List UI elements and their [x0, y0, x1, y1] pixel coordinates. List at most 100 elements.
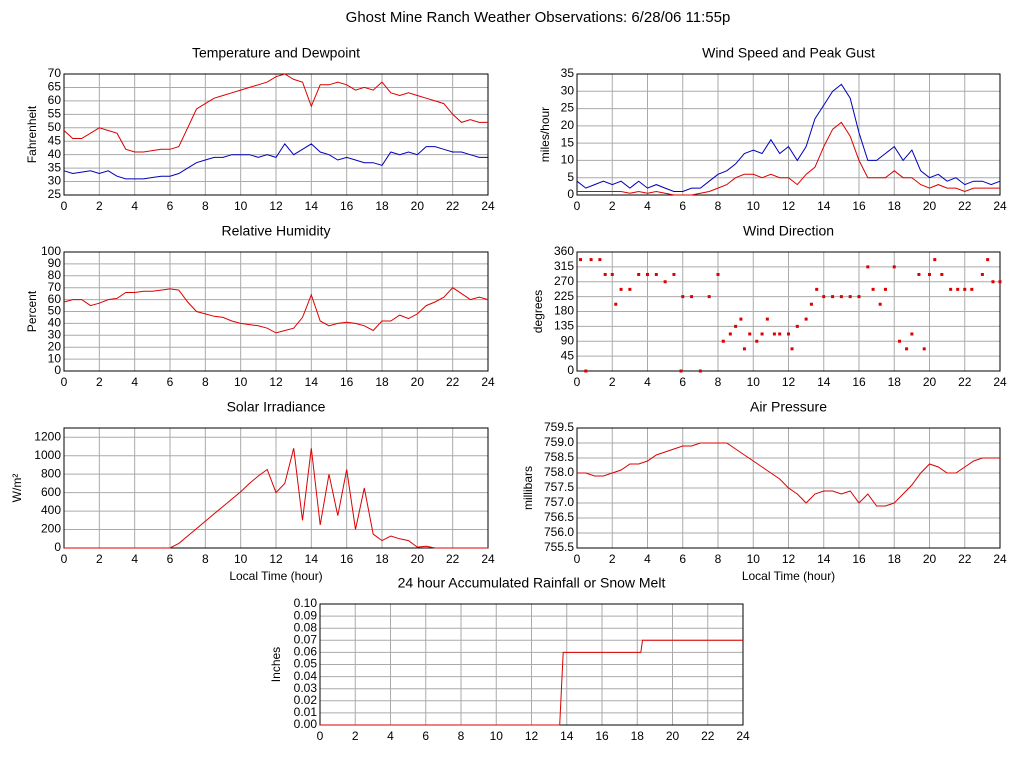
series-line: [63, 73, 488, 153]
y-tick-label: 0.05: [294, 657, 318, 671]
y-tick-label: 0: [54, 363, 61, 377]
x-tick-label: 18: [631, 729, 645, 743]
point: [721, 339, 725, 343]
x-tick-label: 20: [923, 552, 937, 566]
y-axis-label: Fahrenheit: [25, 105, 39, 163]
x-tick-label: 24: [993, 199, 1007, 213]
x-tick-label: 10: [747, 199, 761, 213]
point: [804, 317, 808, 321]
point: [765, 317, 769, 321]
y-tick-label: 45: [48, 133, 62, 147]
x-tick-label: 6: [679, 199, 686, 213]
x-tick-label: 2: [609, 199, 616, 213]
x-tick-label: 4: [644, 552, 651, 566]
point: [970, 287, 974, 291]
series-line: [577, 121, 1000, 196]
point: [698, 369, 702, 373]
y-tick-label: 0.06: [294, 645, 318, 659]
x-tick-label: 8: [715, 375, 722, 389]
y-tick-label: 10: [48, 351, 62, 365]
x-tick-label: 24: [736, 729, 750, 743]
x-tick-label: 12: [782, 199, 796, 213]
y-tick-label: 0.01: [294, 705, 318, 719]
y-tick-label: 756.0: [544, 525, 574, 539]
page-title: Ghost Mine Ranch Weather Observations: 6…: [346, 9, 731, 26]
x-tick-label: 22: [446, 199, 460, 213]
y-tick-label: 0.10: [294, 596, 318, 610]
y-tick-label: 0: [567, 187, 574, 201]
chart: Air Pressure millibars Local Time (hour) 75…: [521, 399, 1007, 583]
point: [646, 272, 649, 276]
series-line: [577, 442, 1000, 507]
chart: Temperature and Dewpoint Fahrenheit 253035…: [25, 45, 495, 213]
plot-frame: [63, 73, 489, 196]
x-tick-label: 12: [525, 729, 539, 743]
x-tick-label: 0: [61, 552, 68, 566]
y-tick-label: 759.0: [544, 435, 574, 449]
series-line: [63, 143, 488, 180]
point: [716, 272, 720, 276]
x-tick-label: 14: [560, 729, 574, 743]
y-tick-label: 756.5: [544, 510, 574, 524]
series-line: [576, 83, 1001, 192]
y-tick-label: 758.5: [544, 450, 574, 464]
x-tick-label: 4: [387, 729, 394, 743]
y-tick-label: 25: [48, 187, 62, 201]
x-tick-label: 0: [574, 199, 581, 213]
point: [928, 272, 931, 276]
x-tick-label: 20: [666, 729, 680, 743]
point: [760, 332, 764, 336]
point: [892, 265, 896, 269]
x-tick-label: 2: [96, 552, 103, 566]
x-tick-label: 2: [352, 729, 359, 743]
point: [707, 295, 711, 299]
x-tick-label: 0: [61, 199, 68, 213]
y-tick-label: 45: [561, 348, 575, 362]
point: [933, 258, 937, 262]
y-tick-label: 270: [554, 274, 574, 288]
point: [610, 272, 614, 276]
point: [986, 258, 990, 262]
x-tick-label: 10: [234, 552, 248, 566]
point: [755, 339, 759, 343]
x-tick-label: 2: [96, 199, 103, 213]
x-tick-label: 12: [782, 552, 796, 566]
point: [728, 332, 732, 336]
x-tick-label: 20: [923, 375, 937, 389]
x-tick-label: 6: [679, 552, 686, 566]
x-tick-label: 16: [340, 552, 354, 566]
y-tick-label: 180: [554, 304, 574, 318]
y-tick-label: 90: [48, 256, 62, 270]
x-tick-label: 8: [202, 552, 209, 566]
point: [663, 280, 667, 284]
point: [980, 272, 984, 276]
y-tick-label: 0.02: [294, 693, 318, 707]
point: [910, 332, 914, 336]
x-tick-label: 20: [411, 552, 425, 566]
x-tick-label: 2: [609, 552, 616, 566]
x-tick-label: 6: [422, 729, 429, 743]
chart: Wind Speed and Peak Gust miles/hour 0 5 10 15…: [538, 45, 1007, 213]
y-tick-label: 20: [48, 339, 62, 353]
point: [681, 295, 685, 299]
point: [589, 258, 593, 262]
plot-frame: [63, 427, 489, 549]
x-tick-label: 10: [747, 552, 761, 566]
x-tick-label: 18: [375, 552, 389, 566]
y-tick-label: 0.04: [294, 669, 318, 683]
y-tick-label: 5: [567, 170, 574, 184]
y-tick-label: 80: [48, 268, 62, 282]
y-tick-label: 70: [48, 280, 62, 294]
point: [778, 332, 782, 336]
point: [790, 347, 794, 351]
point: [628, 287, 632, 291]
x-tick-label: 6: [167, 552, 174, 566]
x-tick-label: 12: [782, 375, 796, 389]
y-tick-label: 50: [48, 304, 62, 318]
x-tick-label: 22: [701, 729, 715, 743]
x-tick-label: 18: [375, 375, 389, 389]
point: [998, 280, 1002, 284]
x-tick-label: 2: [609, 375, 616, 389]
y-tick-label: 70: [48, 66, 62, 80]
